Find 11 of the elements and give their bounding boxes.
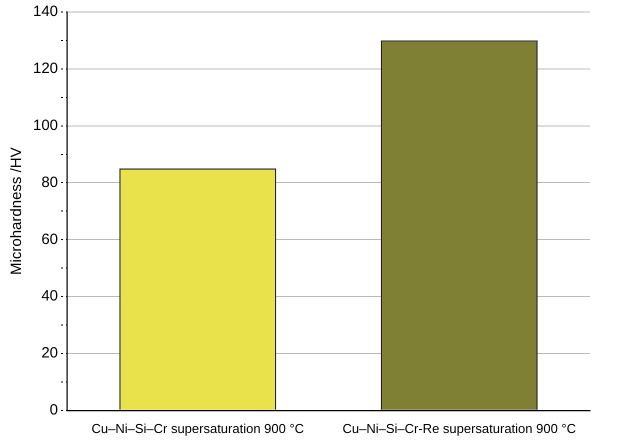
y-tick-label: 40 — [41, 288, 58, 305]
x-tick-label: Cu–Ni–Si–Cr-Re supersaturation 900 °C — [342, 420, 576, 436]
y-tick-label: 20 — [41, 344, 58, 362]
x-tick-label: Cu–Ni–Si–Cr supersaturation 900 °C — [91, 420, 304, 436]
y-tick-label: 100 — [32, 116, 58, 134]
y-tick-label: 120 — [32, 60, 58, 78]
y-tick-label: 80 — [41, 174, 58, 191]
y-axis-title: Microhardness /HV — [8, 147, 26, 275]
y-tick-label: 0 — [50, 402, 58, 419]
y-tick-label: 140 — [32, 3, 58, 20]
y-tick-label: 60 — [41, 230, 58, 248]
